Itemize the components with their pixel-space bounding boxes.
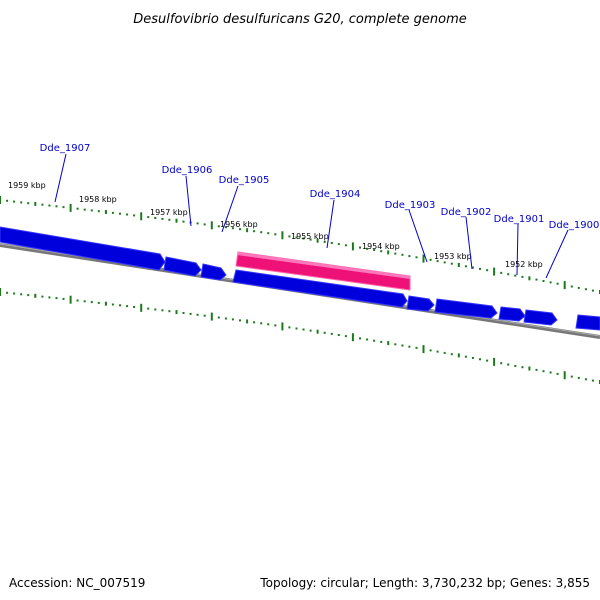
gene-arrow[interactable] [575,314,600,331]
gene-arrow[interactable] [232,269,408,308]
gene-labels: Dde_1907 Dde_1906 Dde_1905 Dde_1904 Dde_… [40,143,600,231]
scale-label: 1955 kbp [291,232,329,241]
leader-line [54,153,67,203]
scale-label: 1952 kbp [505,260,543,269]
leader-line [545,229,569,279]
gene-label[interactable]: Dde_1905 [219,175,270,186]
gene-label[interactable]: Dde_1902 [441,207,492,218]
map-title: Desulfovibrio desulfuricans G20, complet… [133,12,467,27]
gene-arrow[interactable] [200,263,227,281]
scale-label: 1953 kbp [434,252,472,261]
leader-line [221,185,239,233]
accession-text: Accession: NC_007519 [9,576,145,590]
leader-line [465,216,473,270]
scale-label: 1959 kbp [8,181,46,190]
gene-arrow[interactable] [406,295,435,312]
gene-label[interactable]: Dde_1906 [162,165,213,176]
scale-label: 1958 kbp [79,195,117,204]
gene-label[interactable]: Dde_1907 [40,143,91,154]
highlighted-gene-shine [237,252,410,279]
inner-tick-track [0,288,600,384]
leader-line [185,175,192,227]
gene-label[interactable]: Dde_1901 [494,214,545,225]
scale-label: 1957 kbp [150,208,188,217]
leader-line [516,223,519,276]
gene-arrow[interactable] [498,306,526,322]
scale-label: 1954 kbp [362,242,400,251]
gene-features [0,226,600,331]
gene-label-leaders [54,153,569,279]
scale-label: 1956 kbp [220,220,258,229]
gene-label[interactable]: Dde_1903 [385,200,436,211]
scale-labels: 1959 kbp 1958 kbp 1957 kbp 1956 kbp 1955… [8,181,543,269]
gene-arrow[interactable] [523,309,558,326]
gene-arrow[interactable] [434,298,498,319]
leader-line [326,199,335,249]
gene-arrow[interactable] [0,226,166,271]
gene-label[interactable]: Dde_1904 [310,189,361,200]
leader-line [408,209,428,263]
outer-tick-track [0,196,600,294]
gene-arrow[interactable] [163,256,202,277]
gene-label[interactable]: Dde_1900 [549,220,600,231]
genome-summary-text: Topology: circular; Length: 3,730,232 bp… [259,576,590,590]
